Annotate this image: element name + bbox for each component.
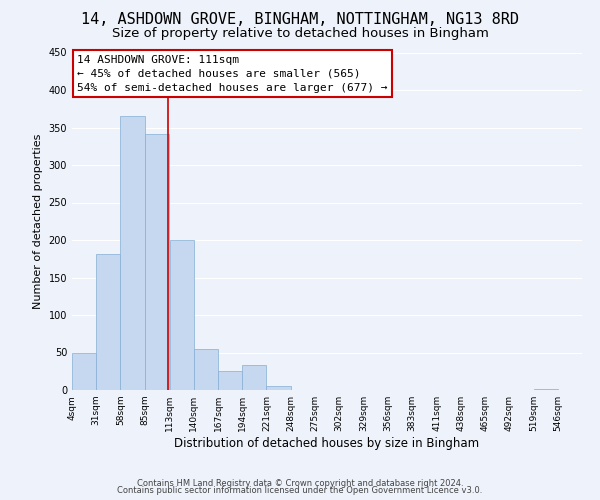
Bar <box>170 240 194 390</box>
Bar <box>121 116 145 390</box>
Y-axis label: Number of detached properties: Number of detached properties <box>33 134 43 309</box>
Bar <box>533 388 558 390</box>
Bar <box>72 353 96 390</box>
Bar <box>242 365 266 390</box>
Bar <box>96 254 121 390</box>
Text: Size of property relative to detached houses in Bingham: Size of property relative to detached ho… <box>112 28 488 40</box>
Text: Contains HM Land Registry data © Crown copyright and database right 2024.: Contains HM Land Registry data © Crown c… <box>137 478 463 488</box>
Text: Contains public sector information licensed under the Open Government Licence v3: Contains public sector information licen… <box>118 486 482 495</box>
Bar <box>218 370 242 390</box>
Text: 14 ASHDOWN GROVE: 111sqm
← 45% of detached houses are smaller (565)
54% of semi-: 14 ASHDOWN GROVE: 111sqm ← 45% of detach… <box>77 54 388 93</box>
Bar <box>194 349 218 390</box>
X-axis label: Distribution of detached houses by size in Bingham: Distribution of detached houses by size … <box>175 437 479 450</box>
Bar <box>266 386 290 390</box>
Text: 14, ASHDOWN GROVE, BINGHAM, NOTTINGHAM, NG13 8RD: 14, ASHDOWN GROVE, BINGHAM, NOTTINGHAM, … <box>81 12 519 28</box>
Bar <box>145 134 169 390</box>
